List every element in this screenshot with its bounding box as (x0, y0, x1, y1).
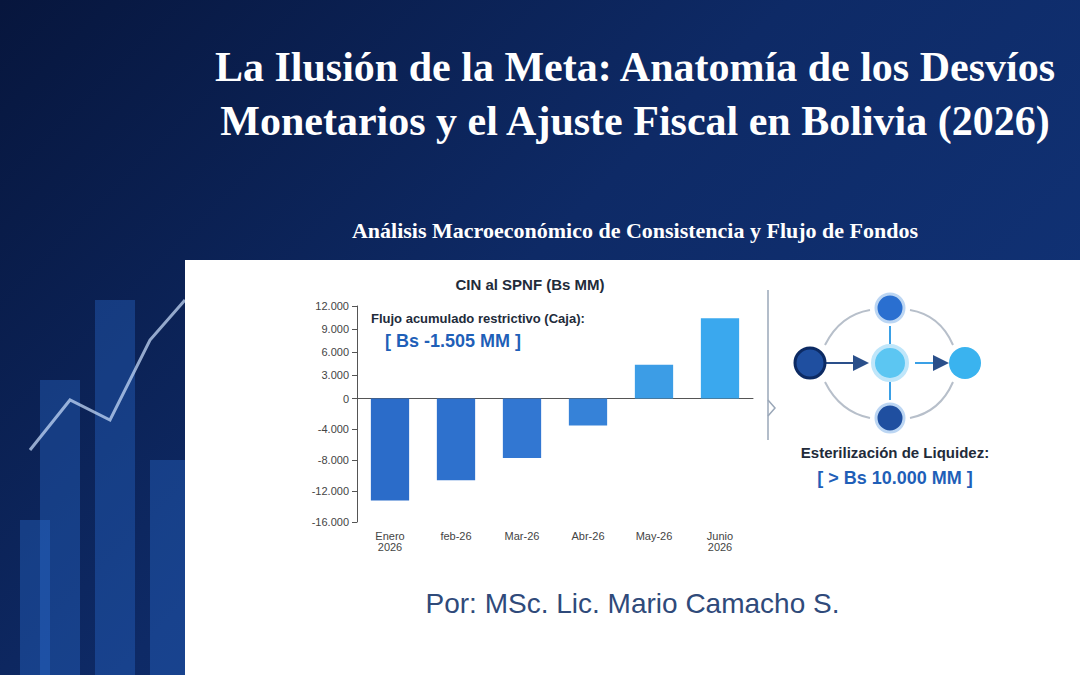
svg-text:3.000: 3.000 (321, 369, 349, 381)
svg-text:-8.000: -8.000 (318, 454, 349, 466)
svg-text:-16.000: -16.000 (312, 516, 349, 528)
svg-text:2026: 2026 (708, 541, 732, 553)
svg-text:12.000: 12.000 (315, 300, 349, 312)
html-text:Esterilización de Liquidez:: Esterilización de Liquidez: (800, 444, 990, 461)
html-text:Análisis Macroeconómico de Con: Análisis Macroeconómico de Consistencia … (352, 218, 918, 243)
svg-text:Abr-26: Abr-26 (571, 530, 604, 542)
svg-text:9.000: 9.000 (321, 323, 349, 335)
svg-text:[ Bs -1.505 MM ]: [ Bs -1.505 MM ] (385, 331, 521, 351)
html-text:La Ilusión de la Meta: Anatomí: La Ilusión de la Meta: Anatomía de los D… (215, 44, 1055, 144)
svg-text:6.000: 6.000 (321, 346, 349, 358)
svg-text:May-26: May-26 (636, 530, 673, 542)
svg-text:-4.000: -4.000 (318, 423, 349, 435)
svg-text:Flujo acumulado restrictivo (C: Flujo acumulado restrictivo (Caja): (371, 311, 585, 326)
svg-text:2026: 2026 (378, 541, 402, 553)
svg-text:-12.000: -12.000 (312, 485, 349, 497)
svg-text:Junio: Junio (706, 529, 734, 542)
svg-text:Mar-26: Mar-26 (505, 530, 540, 542)
html-text:[ > Bs 10.000 MM ]: [ > Bs 10.000 MM ] (817, 468, 973, 488)
svg-text:0: 0 (343, 393, 349, 405)
svg-text:CIN al SPNF (Bs MM): CIN al SPNF (Bs MM) (455, 276, 604, 293)
html-text:Por: MSc. Lic. Mario Camacho S: Por: MSc. Lic. Mario Camacho S. (425, 588, 840, 619)
svg-text:Enero: Enero (375, 529, 405, 542)
svg-text:feb-26: feb-26 (440, 530, 471, 542)
